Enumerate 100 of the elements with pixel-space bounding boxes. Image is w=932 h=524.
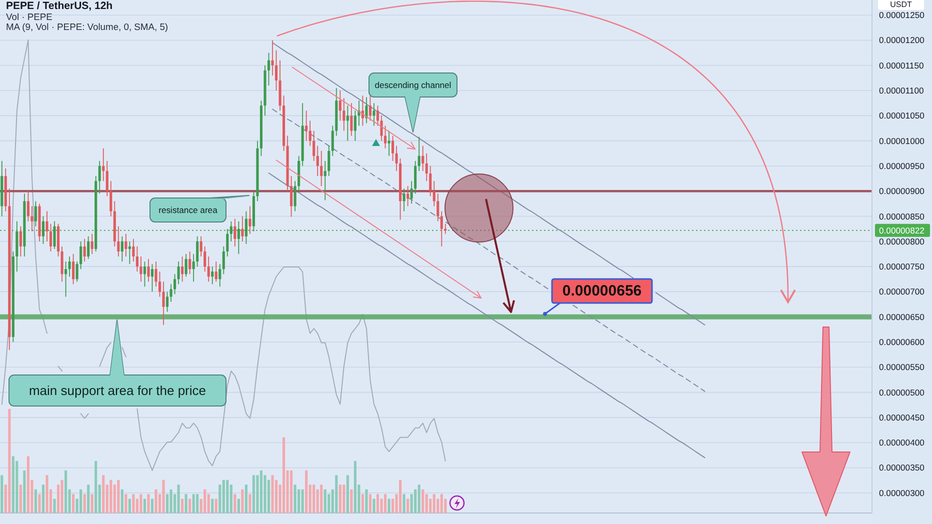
annotation: Vol · PEPE [6,10,52,22]
candlestick [150,264,154,292]
candlestick [331,125,334,156]
candlestick [53,220,56,250]
candlestick [222,246,225,275]
bar [204,489,206,513]
y-tick-label: 0.00000400 [879,438,925,448]
bar [211,498,214,513]
candlestick [147,258,150,282]
annotation: descending channel [374,80,452,90]
candlestick [34,200,37,227]
candlestick [136,246,138,272]
bar [132,494,135,513]
candlestick [188,251,192,275]
bar [282,437,286,513]
bar [244,484,248,513]
y-tick-label: 0.00000450 [879,412,925,422]
bar [140,494,142,513]
bar [335,475,338,513]
candlestick [380,115,383,142]
y-tick-label: 0.00001200 [879,35,925,46]
candlestick [346,105,349,142]
annotation: 0.00000656 [562,282,642,300]
candlestick [83,238,86,262]
bar [214,498,218,513]
candlestick [410,180,413,204]
bar [372,498,376,513]
annotation: MA (9, Vol · PEPE: Volume, 0, SMA, 5) [6,21,168,32]
bar [252,475,255,513]
y-tick-label: 0.00000550 [879,362,925,372]
candlestick [308,120,312,146]
candlestick [218,264,222,288]
candlestick [154,261,158,288]
candlestick [117,226,120,257]
bar [260,470,262,513]
bar [365,489,368,513]
candlestick [90,233,94,254]
candlestick [312,130,316,162]
y-tick-label: 0.00000750 [879,262,925,272]
bar [12,456,14,513]
candlestick [368,95,372,122]
candlestick [316,145,319,176]
bar [87,484,90,513]
bar [354,460,356,513]
bar [162,480,165,513]
candlestick [384,125,387,149]
candlestick [267,52,270,86]
bar [376,494,380,513]
candlestick [196,236,199,268]
candlestick [120,236,124,262]
bar [346,475,349,513]
bar [384,494,387,513]
candlestick [444,223,447,234]
bar [184,494,188,513]
candlestick [436,193,440,222]
bar [234,494,236,513]
y-tick-label: 0.00000600 [879,337,925,347]
y-tick-label: 0.00000650 [879,312,925,322]
bar [271,475,274,513]
y-tick-label: 0.00001050 [879,110,925,121]
bar [102,475,105,513]
bar [422,489,424,513]
bar [241,489,244,513]
bar [42,484,44,513]
candlestick [294,180,296,212]
bar [440,494,443,513]
y-tick-label: 0.00001150 [879,60,924,70]
bar [83,494,86,513]
annotation: resistance area [158,205,218,215]
bar [294,484,296,513]
candlestick [271,40,274,76]
ref-line-label: 0.00000822 [879,225,925,236]
candlestick [388,130,390,156]
candlestick [414,160,417,194]
candlestick [60,246,64,282]
candlestick [177,261,180,285]
candlestick [80,240,82,270]
annotation: main support area for the price [28,383,206,398]
candlestick [200,236,202,257]
bar [38,494,41,513]
candlestick [342,98,346,132]
y-tick-label: 0.00001250 [879,10,925,20]
candlestick [354,110,356,142]
y-tick-label: 0.00000700 [879,286,925,297]
candlestick [440,210,443,247]
bar [305,470,308,513]
candlestick [204,246,206,272]
bar [350,489,353,513]
candlestick [19,226,22,257]
candlestick [237,220,240,254]
candlestick [128,240,131,264]
y-tick-label: 0.00000800 [879,236,925,246]
candlestick [372,102,376,126]
candlestick [124,233,128,257]
bar [90,494,94,513]
bar [150,498,154,513]
y-tick-label: 0.00000900 [879,186,925,196]
bar [46,475,48,513]
bar [34,489,37,513]
bar [53,498,56,513]
